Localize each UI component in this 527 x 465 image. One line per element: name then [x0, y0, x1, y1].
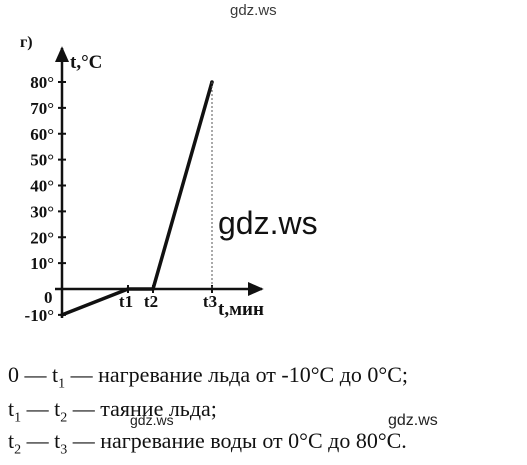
legend-to: t	[52, 362, 59, 387]
y-axis-title: t,°C	[70, 52, 102, 73]
legend-text: — таяние льда;	[67, 396, 217, 421]
legend-to-sub: 1	[58, 376, 66, 392]
data-point	[126, 287, 130, 291]
legend-line-melting: t1 — t2 — таяние льда;	[8, 396, 217, 426]
temperature-chart: -10° 10° 20° 30° 40° 50° 60° 70° 80° t1 t2 t3 t,°C…	[25, 46, 264, 325]
legend-from: t	[8, 428, 15, 453]
y-tick-label: 10°	[30, 254, 54, 273]
data-point	[60, 313, 64, 317]
y-tick-label: -10°	[25, 306, 54, 325]
legend-text: — нагревание льда от -10°C до 0°C;	[65, 362, 408, 387]
y-tick-label: 60°	[30, 125, 54, 144]
origin-label: 0	[44, 288, 53, 307]
watermark-small-1: gdz.ws	[130, 412, 174, 428]
x-tick-label: t1	[119, 292, 133, 311]
y-tick-label: 70°	[30, 99, 54, 118]
y-tick-label: 30°	[30, 202, 54, 221]
axes	[55, 46, 264, 318]
panel-label: г)	[20, 34, 33, 51]
legend-text: — нагревание воды от 0°C до 80°C.	[67, 428, 407, 453]
x-axis-title: t,мин	[218, 299, 264, 320]
legend-from-sub: 1	[14, 410, 22, 426]
legend-to-sub: 3	[60, 442, 68, 458]
x-tick-label: t3	[203, 292, 217, 311]
legend-line-heating-water: t2 — t3 — нагревание воды от 0°C до 80°C…	[8, 428, 407, 458]
legend-to-sub: 2	[60, 410, 68, 426]
legend-to: t	[54, 428, 61, 453]
y-tick-label: 20°	[30, 228, 54, 247]
x-tick-label: t2	[144, 292, 158, 311]
y-tick-label: 50°	[30, 151, 54, 170]
watermark-top: gdz.ws	[230, 2, 277, 19]
series-line	[61, 81, 214, 317]
watermark-center: gdz.ws	[218, 205, 318, 241]
legend-line-heating-ice: 0 — t1 — нагревание льда от -10°C до 0°C…	[8, 362, 408, 392]
legend-from: 0	[8, 362, 19, 387]
y-tick-label: 40°	[30, 177, 54, 196]
legend-to: t	[54, 396, 61, 421]
y-tick-label: 80°	[30, 73, 54, 92]
legend-from-sub: 2	[14, 442, 22, 458]
data-point	[151, 287, 155, 291]
legend-from: t	[8, 396, 15, 421]
watermark-small-2: gdz.ws	[388, 412, 438, 429]
